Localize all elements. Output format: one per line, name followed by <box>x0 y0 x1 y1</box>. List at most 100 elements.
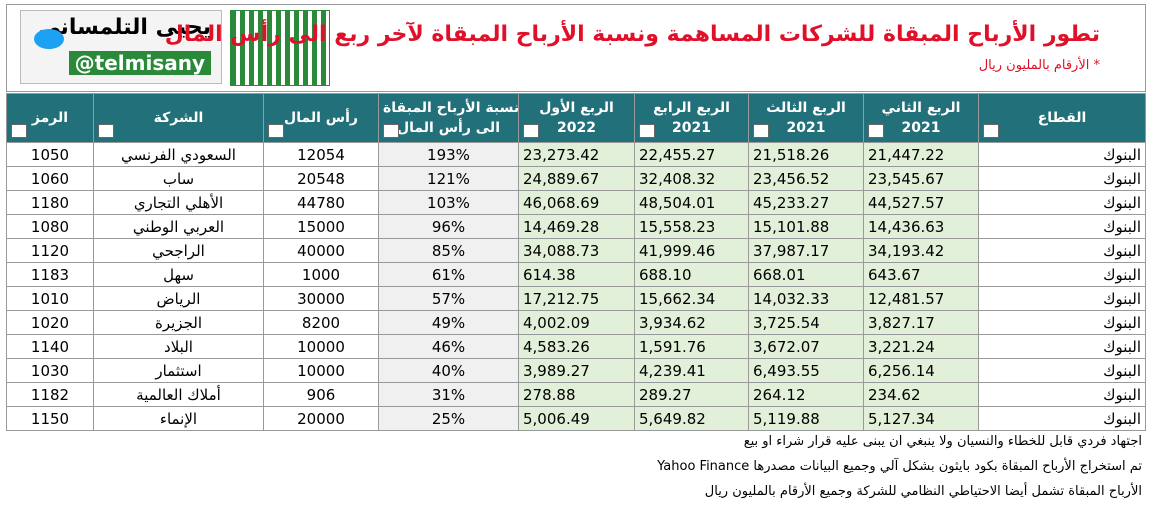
header-line: الربع الأول <box>539 100 614 116</box>
header-line: 2022 <box>557 120 596 136</box>
filter-button[interactable] <box>983 124 999 138</box>
filter-button[interactable] <box>98 124 114 138</box>
table-cell: 264.12 <box>748 382 864 407</box>
footnote: الأرباح المبقاة تشمل أيضا الاحتياطي النظ… <box>704 484 1142 499</box>
table-cell: 23,545.67 <box>863 166 979 191</box>
table-cell: الجزيرة <box>93 310 264 335</box>
table-cell: السعودي الفرنسي <box>93 142 264 167</box>
table-row: 1183 سهل 1000 61% 614.38 688.10 668.01 643.67 ال… <box>6 262 1146 287</box>
column-header: الرمز <box>6 93 94 143</box>
table-cell: 1120 <box>6 238 94 263</box>
table-cell: البنوك <box>978 334 1146 359</box>
table-cell: 5,127.34 <box>863 406 979 431</box>
table-cell: 46,068.69 <box>518 190 635 215</box>
column-header: الربع الرابع 2021 <box>634 93 749 143</box>
table-cell: 6,493.55 <box>748 358 864 383</box>
table-cell: 45,233.27 <box>748 190 864 215</box>
table-cell: 21,518.26 <box>748 142 864 167</box>
table-cell: البنوك <box>978 214 1146 239</box>
filter-button[interactable] <box>868 124 884 138</box>
filter-button[interactable] <box>383 124 399 138</box>
table-cell: 37,987.17 <box>748 238 864 263</box>
table-cell: 17,212.75 <box>518 286 635 311</box>
footnote: اجتهاد فردي قابل للخطاء والنسيان ولا ينب… <box>743 434 1142 449</box>
table-row: 1140 البلاد 10000 46% 4,583.26 1,591.76 3,672.… <box>6 334 1146 359</box>
table-row: 1120 الراجحي 40000 85% 34,088.73 41,999.46 37,… <box>6 238 1146 263</box>
table-cell: 1,591.76 <box>634 334 749 359</box>
table-cell: 4,583.26 <box>518 334 635 359</box>
table-cell: 1182 <box>6 382 94 407</box>
filter-button[interactable] <box>523 124 539 138</box>
table-cell: البنوك <box>978 190 1146 215</box>
table-cell: 3,827.17 <box>863 310 979 335</box>
header-line: 2021 <box>786 120 826 136</box>
table-cell: الأهلي التجاري <box>93 190 264 215</box>
table-cell: 3,672.07 <box>748 334 864 359</box>
column-header: القطاع <box>978 93 1146 143</box>
table-cell: 15,662.34 <box>634 286 749 311</box>
header-line: القطاع <box>1037 110 1087 126</box>
table-cell: 20000 <box>263 406 379 431</box>
table-cell: 25% <box>378 406 519 431</box>
subtitle: * الأرقام بالمليون ريال <box>978 58 1100 73</box>
header-row: الرمز الشركة رأس المال نسبة الأرباح المبقاة… <box>6 93 1146 143</box>
table-cell: 41,999.46 <box>634 238 749 263</box>
table-cell: 96% <box>378 214 519 239</box>
header-line: الربع الثاني <box>881 100 961 116</box>
table-cell: 5,119.88 <box>748 406 864 431</box>
filter-button[interactable] <box>753 124 769 138</box>
table-cell: 12054 <box>263 142 379 167</box>
table-cell: 24,889.67 <box>518 166 635 191</box>
column-header: الشركة <box>93 93 264 143</box>
table-cell: 22,455.27 <box>634 142 749 167</box>
table-cell: 1140 <box>6 334 94 359</box>
table-cell: 1030 <box>6 358 94 383</box>
header-line: الى رأس المال <box>397 120 500 136</box>
table-cell: 4,002.09 <box>518 310 635 335</box>
filter-button[interactable] <box>11 124 27 138</box>
table-cell: 1060 <box>6 166 94 191</box>
table-cell: 15,101.88 <box>748 214 864 239</box>
qr-code <box>230 10 330 86</box>
table-row: 1030 استثمار 10000 40% 3,989.27 4,239.41 6,493… <box>6 358 1146 383</box>
table-cell: 20548 <box>263 166 379 191</box>
table-cell: 44,527.57 <box>863 190 979 215</box>
table-cell: 15000 <box>263 214 379 239</box>
table-cell: 3,725.54 <box>748 310 864 335</box>
table-cell: 57% <box>378 286 519 311</box>
column-header: الربع الأول 2022 <box>518 93 635 143</box>
filter-button[interactable] <box>639 124 655 138</box>
table-cell: البنوك <box>978 310 1146 335</box>
table-cell: 14,469.28 <box>518 214 635 239</box>
table-cell: العربي الوطني <box>93 214 264 239</box>
table-cell: 44780 <box>263 190 379 215</box>
table-cell: 3,934.62 <box>634 310 749 335</box>
table-cell: 5,649.82 <box>634 406 749 431</box>
table-cell: البنوك <box>978 286 1146 311</box>
table-cell: 193% <box>378 142 519 167</box>
table-cell: البنوك <box>978 262 1146 287</box>
table-row: 1180 الأهلي التجاري 44780 103% 46,068.69 48,5… <box>6 190 1146 215</box>
author-handle: @telmisany <box>68 51 211 75</box>
table-cell: 1180 <box>6 190 94 215</box>
header-line: 2021 <box>901 120 941 136</box>
table-cell: 40% <box>378 358 519 383</box>
table-cell: البنوك <box>978 358 1146 383</box>
author-name: يحيى التلمساني <box>38 15 211 40</box>
table-cell: 6,256.14 <box>863 358 979 383</box>
table-row: 1020 الجزيرة 8200 49% 4,002.09 3,934.62 3,725.… <box>6 310 1146 335</box>
table-cell: 14,436.63 <box>863 214 979 239</box>
table-cell: 1020 <box>6 310 94 335</box>
table-cell: 21,447.22 <box>863 142 979 167</box>
table-cell: استثمار <box>93 358 264 383</box>
table-cell: 121% <box>378 166 519 191</box>
header-line: الربع الثالث <box>766 100 846 116</box>
table-cell: 23,456.52 <box>748 166 864 191</box>
table-cell: 85% <box>378 238 519 263</box>
table-row: 1182 أملاك العالمية 906 31% 278.88 289.27 264.… <box>6 382 1146 407</box>
filter-button[interactable] <box>268 124 284 138</box>
bird-icon <box>34 29 64 49</box>
table-cell: 1010 <box>6 286 94 311</box>
table-cell: 30000 <box>263 286 379 311</box>
